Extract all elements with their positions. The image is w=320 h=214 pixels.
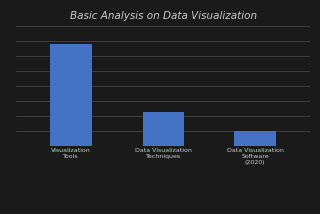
- Bar: [235, 131, 276, 146]
- Title: Basic Analysis on Data Visualization: Basic Analysis on Data Visualization: [70, 11, 257, 21]
- Legend: Respondents: Respondents: [87, 212, 151, 214]
- Bar: [142, 112, 184, 146]
- Bar: [51, 44, 92, 146]
